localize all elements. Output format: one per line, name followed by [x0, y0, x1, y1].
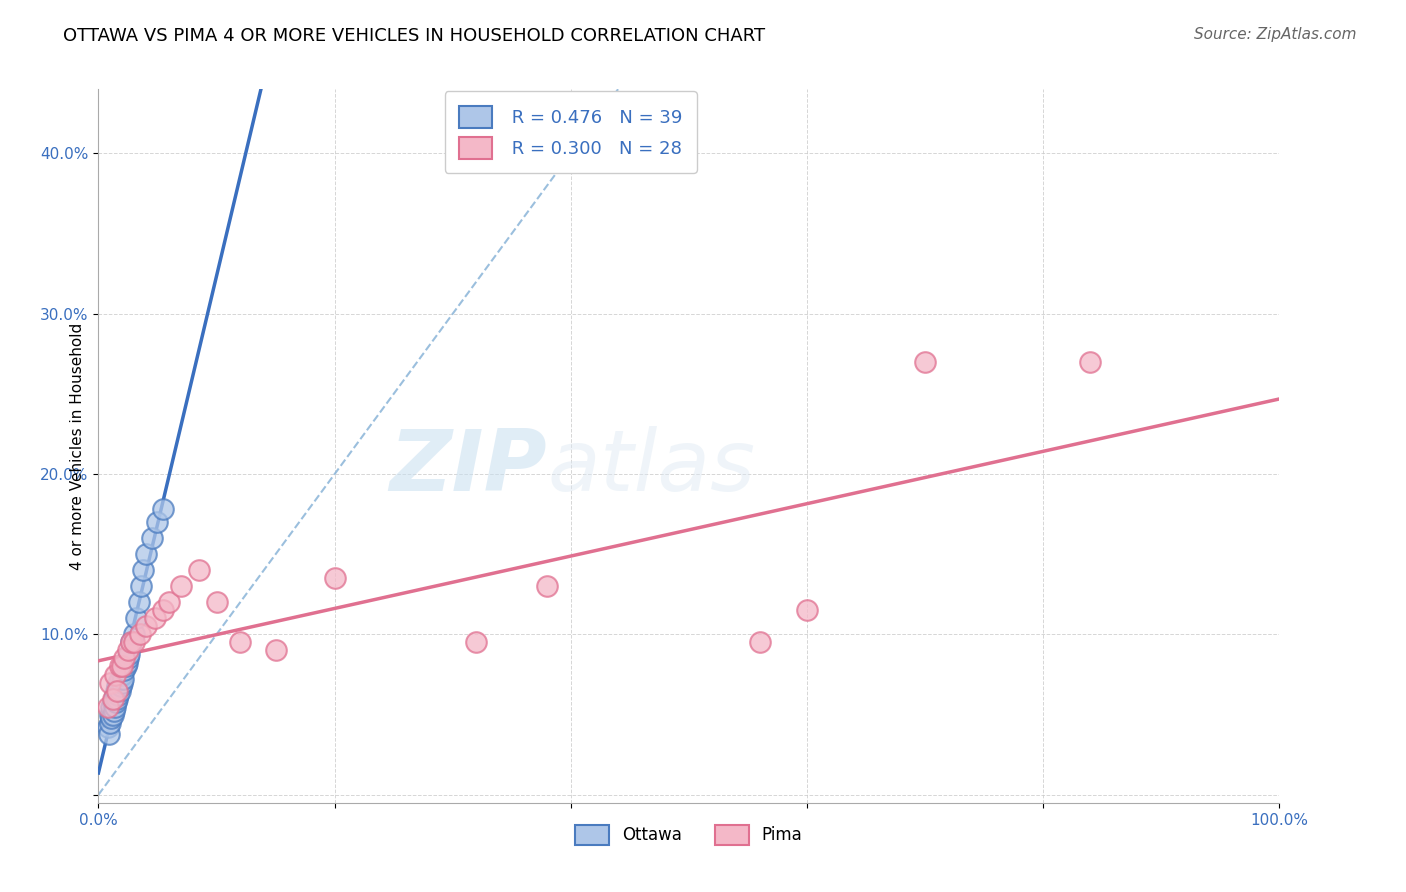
- Point: [170, 579, 193, 593]
- Point: [146, 515, 169, 529]
- Y-axis label: 4 or more Vehicles in Household: 4 or more Vehicles in Household: [69, 322, 84, 570]
- Point: [100, 711, 122, 725]
- Point: [111, 675, 134, 690]
- Point: [105, 695, 128, 709]
- Point: [121, 635, 143, 649]
- Point: [98, 727, 121, 741]
- Point: [264, 643, 287, 657]
- Point: [135, 619, 157, 633]
- Point: [536, 579, 558, 593]
- Point: [143, 611, 166, 625]
- Point: [104, 699, 127, 714]
- Point: [141, 531, 163, 545]
- Point: [104, 689, 127, 703]
- Point: [128, 627, 150, 641]
- Point: [98, 715, 121, 730]
- Text: atlas: atlas: [547, 425, 755, 509]
- Point: [111, 667, 134, 681]
- Point: [157, 595, 180, 609]
- Point: [110, 679, 132, 693]
- Point: [152, 603, 174, 617]
- Point: [152, 502, 174, 516]
- Point: [135, 547, 157, 561]
- Point: [122, 627, 145, 641]
- Point: [187, 563, 209, 577]
- Text: ZIP: ZIP: [389, 425, 547, 509]
- Point: [112, 673, 135, 687]
- Point: [205, 595, 228, 609]
- Text: OTTAWA VS PIMA 4 OR MORE VEHICLES IN HOUSEHOLD CORRELATION CHART: OTTAWA VS PIMA 4 OR MORE VEHICLES IN HOU…: [63, 27, 765, 45]
- Point: [117, 651, 139, 665]
- Point: [97, 721, 120, 735]
- Point: [132, 563, 155, 577]
- Point: [128, 595, 150, 609]
- Point: [105, 691, 128, 706]
- Point: [111, 659, 134, 673]
- Point: [117, 643, 139, 657]
- Point: [98, 707, 121, 722]
- Point: [103, 705, 125, 719]
- Point: [100, 699, 122, 714]
- Point: [465, 635, 488, 649]
- Point: [112, 663, 135, 677]
- Point: [105, 679, 128, 693]
- Point: [129, 579, 152, 593]
- Point: [108, 683, 131, 698]
- Point: [112, 651, 135, 665]
- Point: [229, 635, 252, 649]
- Point: [98, 675, 121, 690]
- Text: Source: ZipAtlas.com: Source: ZipAtlas.com: [1194, 27, 1357, 42]
- Legend: Ottawa, Pima: Ottawa, Pima: [568, 818, 810, 852]
- Point: [101, 707, 124, 722]
- Point: [101, 691, 124, 706]
- Point: [914, 355, 936, 369]
- Point: [108, 659, 131, 673]
- Point: [115, 657, 138, 671]
- Point: [796, 603, 818, 617]
- Point: [323, 571, 346, 585]
- Point: [103, 691, 125, 706]
- Point: [118, 647, 141, 661]
- Point: [107, 689, 129, 703]
- Point: [108, 673, 131, 687]
- Point: [107, 675, 129, 690]
- Point: [114, 659, 136, 673]
- Point: [748, 635, 770, 649]
- Point: [105, 683, 128, 698]
- Point: [121, 635, 143, 649]
- Point: [97, 699, 120, 714]
- Point: [105, 683, 128, 698]
- Point: [125, 611, 148, 625]
- Point: [1080, 355, 1102, 369]
- Point: [122, 635, 145, 649]
- Point: [101, 695, 124, 709]
- Point: [104, 667, 127, 681]
